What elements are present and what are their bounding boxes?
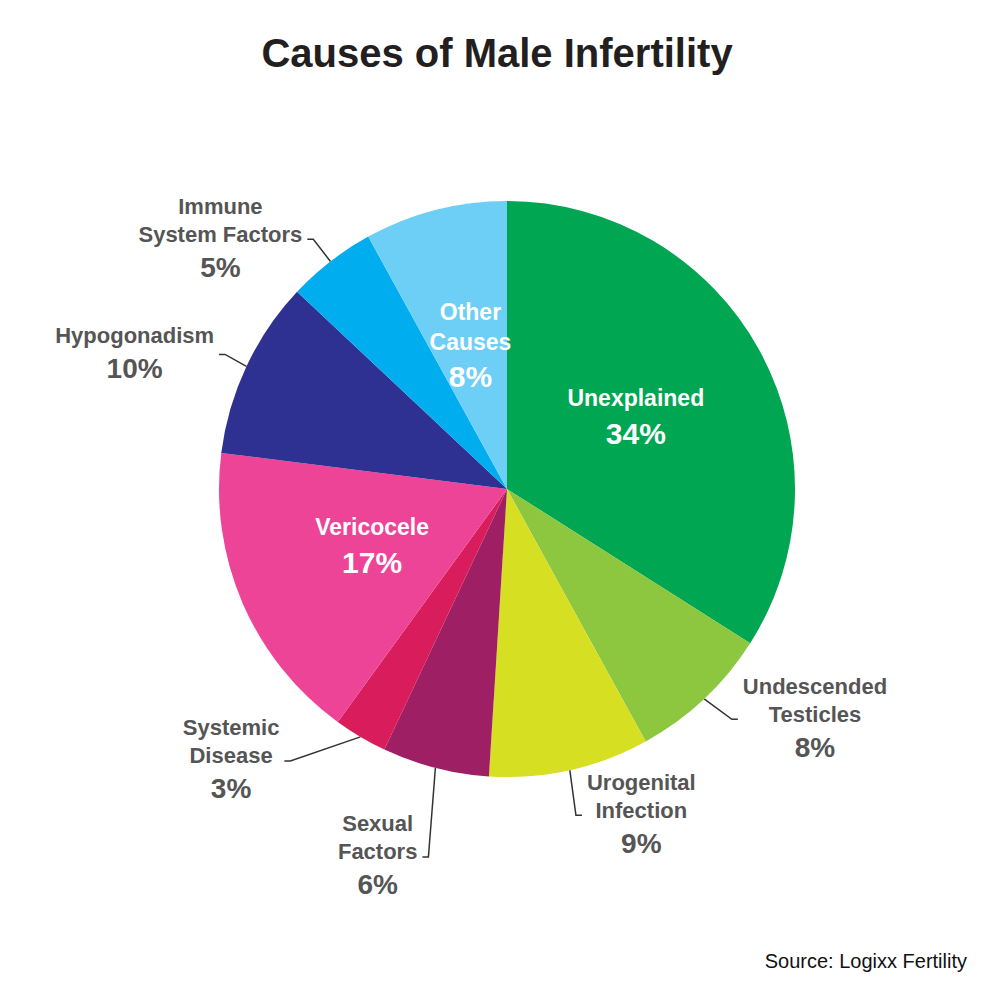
svg-text:Causes of Male Infertility: Causes of Male Infertility <box>261 31 733 75</box>
svg-text:Unexplained: Unexplained <box>567 385 704 411</box>
svg-text:Source: Logixx Fertility: Source: Logixx Fertility <box>765 950 967 972</box>
svg-text:Undescended: Undescended <box>743 674 887 699</box>
svg-text:8%: 8% <box>795 732 836 763</box>
svg-text:Disease: Disease <box>189 743 272 768</box>
svg-text:Other: Other <box>440 299 501 325</box>
svg-text:3%: 3% <box>211 773 252 804</box>
svg-text:Urogenital: Urogenital <box>587 770 696 795</box>
svg-text:Testicles: Testicles <box>769 702 862 727</box>
svg-text:Sexual: Sexual <box>342 811 413 836</box>
svg-text:6%: 6% <box>357 869 398 900</box>
svg-text:9%: 9% <box>621 828 662 859</box>
svg-text:34%: 34% <box>606 417 666 450</box>
svg-text:Immune: Immune <box>178 194 262 219</box>
svg-text:Factors: Factors <box>338 839 417 864</box>
svg-text:17%: 17% <box>342 546 402 579</box>
svg-text:Infection: Infection <box>595 798 687 823</box>
svg-text:8%: 8% <box>449 360 492 393</box>
svg-text:Causes: Causes <box>430 329 512 355</box>
svg-text:Hypogonadism: Hypogonadism <box>55 323 214 348</box>
svg-text:Vericocele: Vericocele <box>315 514 429 540</box>
svg-text:Systemic: Systemic <box>183 715 280 740</box>
svg-text:5%: 5% <box>200 252 241 283</box>
svg-text:System Factors: System Factors <box>138 222 302 247</box>
svg-text:10%: 10% <box>107 353 163 384</box>
